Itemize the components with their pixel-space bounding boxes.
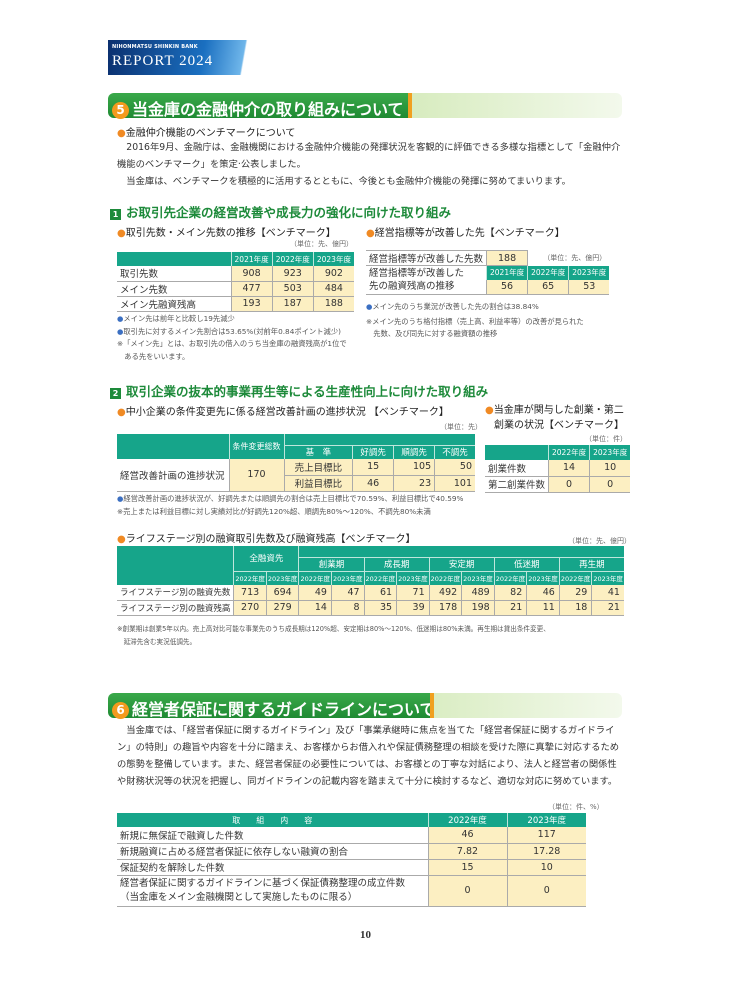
subsection1-heading: 1 お取引先企業の経営改善や成長力の強化に向けた取り組み (110, 202, 451, 221)
benchmark-heading: ●金融仲介機能のベンチマークについて (117, 128, 296, 139)
table-row: 第二創業件数 0 0 (485, 476, 631, 493)
intro-paragraph: 2016年9月、金融庁は、金融機関における金融仲介機能の発揮状況を客観的に評価で… (117, 142, 621, 187)
plan-progress-table: 条件変更総数 基 準好調先 順調先 不調先 経営改善計画の進捗状況 170 売上目標比 1… (117, 434, 475, 492)
improved-heading: ●経営指標等が改善した先【ベンチマーク】 (366, 228, 565, 239)
table-row: 保証契約を解除した件数 15 10 (117, 859, 586, 876)
startup-table: 2022年度 2023年度 創業件数 14 10 第二創業件数 0 0 (485, 445, 631, 493)
startup-heading: ●当金庫が関与した創業・第二 創業の状況【ベンチマーク】 (485, 405, 624, 431)
table-row: 経営者保証に関するガイドラインに基づく保証債務整理の成立件数 （当金庫をメイン金融… (117, 875, 586, 907)
table-row: 新規に無保証で融資した件数 46 117 (117, 827, 586, 844)
table-row: 創業件数 14 10 (485, 460, 631, 477)
unit-label: （単位：先、億円） (290, 240, 353, 248)
table-row: メイン先数 477 503 484 (117, 281, 354, 297)
table-row: ライフステージ別の融資先数 713 694 49 47 61 71 492 489 82 46 29 4… (117, 585, 624, 601)
customer-notes: ●メイン先は前年と比較し19先減少 ●取引先に対するメイン先割合は53.65%(… (117, 314, 347, 361)
section6-heading: 6 経営者保証に関するガイドラインについて (108, 693, 622, 719)
lifestage-table: 全融資先 創業期 成長期 安定期 低迷期 再生期 2022年度 2023年度 2022年度 202… (117, 546, 624, 616)
unit-label: （単位：先） (440, 423, 482, 431)
guideline-paragraph: 当金庫では、「経営者保証に関するガイドライン」及び「事業承継時に焦点を当てた「経… (117, 725, 620, 787)
section-title: 当金庫の金融仲介の取り組みについて (132, 100, 404, 119)
section5-heading: 5 当金庫の金融仲介の取り組みについて (108, 93, 622, 119)
table-row: 取引先数 908 923 902 (117, 266, 354, 282)
table-row: メイン先融資残高 193 187 188 (117, 296, 354, 312)
unit-label: （単位：先、億円） (568, 537, 631, 545)
lifestage-notes: ※創業期は創業5年以内。売上高対比可能な事業先のうち成長期は120%超、安定期は… (117, 625, 550, 646)
table-row: 新規融資に占める経営者保証に依存しない融資の割合 7.82 17.28 (117, 843, 586, 860)
report-logo: NIHONMATSU SHINKIN BANK REPORT 2024 (108, 40, 264, 75)
unit-label: （単位：件） (585, 435, 627, 443)
section-title: 経営者保証に関するガイドラインについて (132, 700, 436, 719)
section-number: 5 (112, 102, 129, 119)
customer-count-table: 2021年度 2022年度 2023年度 取引先数 908 923 902 メイン先数 47… (117, 252, 354, 312)
customer-count-heading: ●取引先数・メイン先数の推移【ベンチマーク】 (117, 228, 336, 239)
report-title: REPORT 2024 (112, 53, 214, 69)
subsection2-heading: 2 取引企業の抜本的事業再生等による生産性向上に向けた取り組み (110, 381, 488, 400)
page-number: 10 (360, 929, 371, 941)
section-number: 6 (112, 702, 129, 719)
improved-notes: ●メイン先のうち業況が改善した先の割合は38.84% ※メイン先のうち格付指標（… (366, 302, 584, 338)
guideline-table: 取 組 内 容 2022年度 2023年度 新規に無保証で融資した件数 46 117 新… (117, 813, 586, 907)
plan-notes: ●経営改善計画の進捗状況が、好調先または順調先の割合は売上目標比で70.59%、… (117, 494, 464, 516)
unit-label: （単位：件、%） (548, 803, 604, 811)
plan-progress-heading: ●中小企業の条件変更先に係る経営改善計画の進捗状況 【ベンチマーク】 (117, 407, 449, 418)
lifestage-heading: ●ライフステージ別の融資取引先数及び融資残高【ベンチマーク】 (117, 534, 416, 545)
table-row: ライフステージ別の融資残高 270 279 14 8 35 39 178 198 21 11 18 21 (117, 600, 624, 616)
bank-name: NIHONMATSU SHINKIN BANK (112, 44, 198, 50)
improved-table: 経営指標等が改善した先数 188 （単位：先、億円） 経営指標等が改善した 先の融資残… (366, 250, 610, 295)
